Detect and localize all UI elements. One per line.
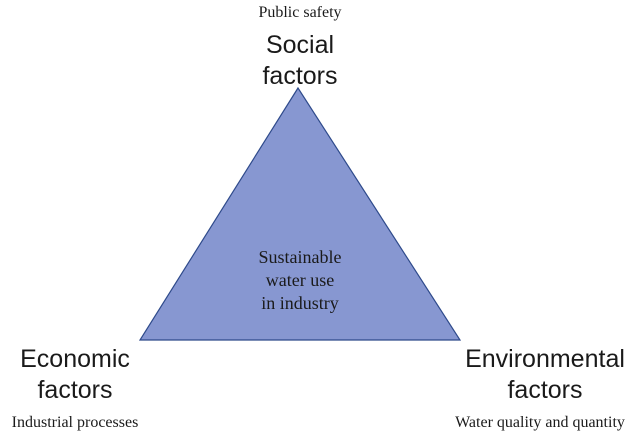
economic-note: Industrial processes (11, 414, 139, 431)
social-factors-label: Social factors (215, 30, 385, 92)
center-line2: water use (265, 270, 335, 290)
environmental-title-line1: Environmental (465, 345, 625, 373)
sustainability-triangle (138, 86, 462, 341)
economic-factors-label: Economic factors (0, 344, 150, 406)
center-line3: in industry (261, 293, 339, 313)
environmental-factors-label: Environmental factors (450, 344, 640, 406)
center-label: Sustainable water use in industry (220, 246, 380, 315)
environmental-note: Water quality and quantity (455, 414, 625, 431)
social-title-line1: Social (265, 31, 335, 59)
economic-title-line1: Economic (20, 345, 130, 373)
economic-title-line2: factors (37, 376, 113, 404)
environmental-title-line2: factors (507, 376, 583, 404)
social-title-line2: factors (262, 62, 338, 90)
center-line1: Sustainable (258, 247, 342, 267)
social-note: Public safety (258, 4, 342, 21)
